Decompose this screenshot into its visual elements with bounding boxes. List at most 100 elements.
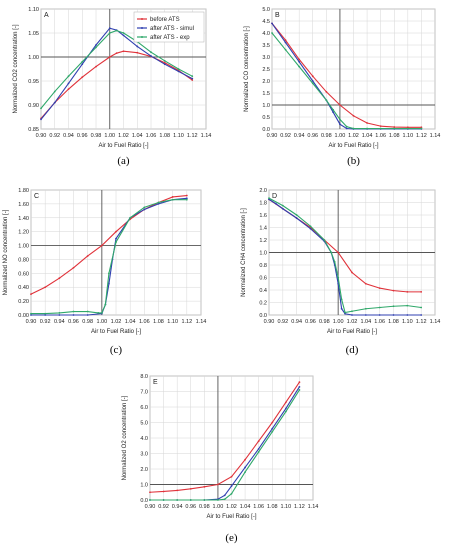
- data-point: [271, 421, 274, 424]
- x-tick-label: 0.90: [267, 133, 278, 139]
- data-point: [177, 70, 180, 73]
- x-axis-label: Air to Fuel Ratio [-]: [206, 514, 256, 520]
- chart-panel-b: 0.90 0.92 0.94 0.96 0.98 1.00 1.02 1.04 1.06 1.08…: [244, 7, 440, 167]
- data-point: [81, 60, 84, 63]
- x-tick-label: 0.94: [291, 319, 302, 325]
- x-tick-label: 1.06: [375, 133, 386, 139]
- y-tick-label: 0.85: [28, 127, 39, 133]
- y-tick-label: 0.90: [28, 103, 39, 109]
- data-point: [157, 201, 160, 204]
- y-tick-label: 3.5: [262, 43, 270, 49]
- y-tick-label: 5.0: [140, 421, 148, 427]
- x-tick-label: 1.02: [347, 319, 358, 325]
- data-point: [191, 77, 194, 80]
- x-tick-label: 1.08: [267, 504, 278, 510]
- data-point: [171, 196, 174, 198]
- data-point: [351, 310, 353, 313]
- x-tick-label: 0.92: [280, 133, 291, 139]
- y-tick-label: 4.0: [262, 31, 270, 37]
- y-tick-label: 0.0: [140, 498, 148, 504]
- data-point: [393, 127, 396, 130]
- data-point: [86, 310, 89, 313]
- data-point: [108, 32, 111, 34]
- data-point: [108, 282, 110, 285]
- x-tick-label: 1.14: [201, 133, 212, 139]
- data-point: [364, 282, 367, 285]
- data-point: [330, 251, 333, 254]
- x-axis-label: Air to Fuel Ratio [-]: [91, 329, 141, 335]
- y-tick-label: 0.40: [18, 285, 29, 291]
- data-point: [406, 127, 409, 130]
- data-point: [143, 206, 146, 209]
- x-tick-label: 1.02: [348, 133, 359, 139]
- data-point: [122, 32, 125, 34]
- data-point: [344, 311, 346, 314]
- y-tick-label: 8.0: [140, 374, 148, 380]
- y-tick-label: 0.60: [18, 271, 29, 277]
- data-point: [191, 75, 194, 78]
- series-line-1: [271, 23, 422, 128]
- data-point: [203, 499, 206, 501]
- x-tick-label: 1.08: [389, 133, 400, 139]
- data-point: [333, 260, 336, 263]
- data-point: [230, 485, 233, 487]
- y-tick-label: 1.80: [18, 188, 29, 194]
- data-point: [115, 237, 117, 240]
- x-tick-label: 0.98: [321, 133, 332, 139]
- data-point: [150, 55, 152, 57]
- y-tick-label: 0.2: [259, 301, 267, 307]
- y-tick-label: 1.00: [18, 244, 29, 250]
- y-axis-label: Normalized O2 concentration [-]: [122, 395, 128, 480]
- data-point: [364, 307, 367, 310]
- data-point: [162, 499, 165, 501]
- data-point: [298, 381, 301, 384]
- data-point: [189, 499, 192, 501]
- x-tick-label: 0.94: [172, 504, 183, 510]
- y-tick-label: 1.00: [28, 55, 39, 61]
- data-point: [162, 490, 165, 493]
- data-point: [325, 90, 328, 93]
- x-tick-label: 0.90: [26, 319, 37, 325]
- x-tick-label: 1.12: [416, 319, 427, 325]
- data-point: [171, 198, 174, 201]
- legend-marker: [141, 27, 143, 29]
- x-tick-label: 1.08: [153, 319, 164, 325]
- x-tick-label: 1.02: [226, 504, 237, 510]
- x-axis-label: Air to Fuel Ratio [-]: [98, 143, 148, 149]
- data-point: [351, 314, 353, 316]
- data-point: [271, 430, 274, 433]
- chart-panel-a: 0.90 0.92 0.94 0.96 0.98 1.00 1.02 1.04 1.06 1.08…: [13, 7, 211, 167]
- data-point: [30, 312, 32, 315]
- data-point: [284, 410, 287, 413]
- data-point: [58, 277, 61, 280]
- data-point: [30, 293, 32, 296]
- y-tick-label: 1.05: [28, 31, 39, 37]
- data-point: [86, 255, 89, 257]
- panel-letter: A: [44, 12, 49, 19]
- y-tick-label: 1.0: [140, 483, 148, 489]
- data-point: [53, 101, 56, 104]
- y-tick-label: 7.0: [140, 390, 148, 396]
- data-point: [244, 458, 246, 461]
- data-point: [217, 483, 219, 486]
- data-point: [122, 34, 125, 37]
- data-point: [420, 290, 423, 293]
- data-point: [323, 239, 326, 241]
- y-axis-label: Normalized CH4 concentration [-]: [241, 208, 247, 297]
- data-point: [284, 41, 287, 44]
- data-point: [309, 227, 312, 230]
- data-point: [95, 65, 97, 68]
- y-axis-label: Normalized CO2 concentration [-]: [13, 24, 19, 113]
- data-point: [345, 127, 348, 130]
- data-point: [58, 312, 61, 314]
- x-tick-label: 0.92: [158, 504, 169, 510]
- x-tick-label: 0.90: [36, 133, 47, 139]
- panel-caption: (a): [117, 155, 130, 167]
- panel-caption: (d): [346, 344, 359, 356]
- data-point: [268, 197, 270, 200]
- data-point: [203, 485, 206, 488]
- data-point: [95, 44, 97, 46]
- legend-label: after ATS - exp: [150, 35, 190, 41]
- x-tick-label: 1.04: [240, 504, 251, 510]
- data-point: [44, 314, 47, 316]
